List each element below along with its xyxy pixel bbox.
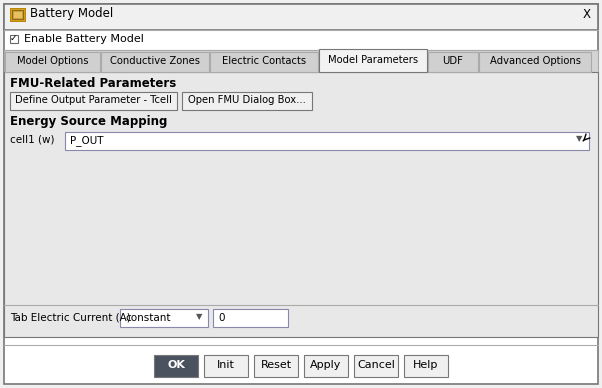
Bar — [154, 355, 198, 377]
Text: Energy Source Mapping: Energy Source Mapping — [10, 115, 167, 128]
Bar — [14, 12, 22, 18]
Text: constant: constant — [125, 313, 170, 323]
Text: cell1 (w): cell1 (w) — [10, 134, 55, 144]
Text: Open FMU Dialog Box...: Open FMU Dialog Box... — [188, 95, 306, 105]
Bar — [254, 355, 298, 377]
Bar — [120, 309, 208, 327]
Bar — [479, 52, 591, 72]
Text: Cancel: Cancel — [357, 360, 395, 370]
Text: Advanced Options: Advanced Options — [489, 56, 580, 66]
Bar — [182, 92, 312, 110]
Bar — [10, 92, 177, 110]
Bar — [210, 52, 318, 72]
Bar — [10, 8, 26, 22]
Text: ▼: ▼ — [196, 312, 202, 321]
Text: Enable Battery Model: Enable Battery Model — [24, 35, 144, 45]
Text: Model Options: Model Options — [17, 56, 88, 66]
Text: ▼: ▼ — [576, 134, 583, 143]
Text: Electric Contacts: Electric Contacts — [222, 56, 306, 66]
Text: OK: OK — [167, 360, 185, 370]
Bar — [304, 355, 348, 377]
Bar — [65, 132, 589, 150]
Text: Reset: Reset — [261, 360, 291, 370]
Text: Apply: Apply — [310, 360, 342, 370]
Text: Model Parameters: Model Parameters — [328, 55, 418, 65]
Bar — [4, 72, 598, 337]
Bar — [4, 4, 598, 30]
Bar — [10, 35, 18, 43]
Bar — [12, 10, 24, 20]
Text: P_OUT: P_OUT — [70, 135, 104, 146]
Text: Conductive Zones: Conductive Zones — [110, 56, 200, 66]
Bar — [213, 309, 288, 327]
Bar — [5, 52, 100, 72]
Bar — [404, 355, 448, 377]
Text: UDF: UDF — [442, 56, 464, 66]
Bar — [4, 50, 598, 72]
Text: FMU-Related Parameters: FMU-Related Parameters — [10, 77, 176, 90]
Text: Help: Help — [414, 360, 439, 370]
Bar — [101, 52, 209, 72]
Bar — [204, 355, 248, 377]
Bar — [428, 52, 478, 72]
Text: 0: 0 — [218, 313, 225, 323]
Text: ✓: ✓ — [10, 34, 17, 43]
Bar — [11, 9, 25, 21]
Text: Init: Init — [217, 360, 235, 370]
Text: Tab Electric Current (A): Tab Electric Current (A) — [10, 312, 131, 322]
Text: Battery Model: Battery Model — [30, 7, 113, 21]
Bar — [319, 49, 427, 72]
Text: Define Output Parameter - Tcell: Define Output Parameter - Tcell — [15, 95, 172, 105]
Text: X: X — [583, 7, 591, 21]
Bar — [354, 355, 398, 377]
Bar — [13, 11, 23, 19]
